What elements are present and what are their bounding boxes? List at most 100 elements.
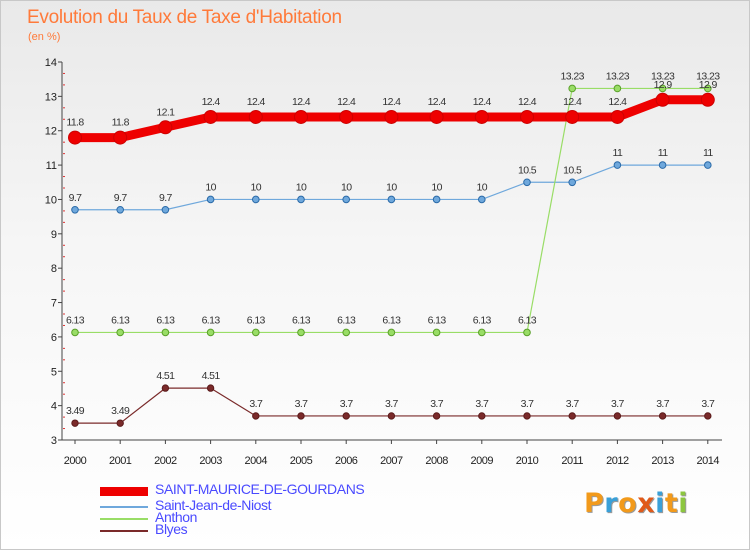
data-point: [248, 109, 263, 124]
data-label: 6.13: [156, 314, 175, 326]
y-tick-label: 13: [45, 91, 57, 103]
y-tick-label: 5: [51, 366, 57, 378]
x-tick-label: 2009: [471, 455, 494, 467]
data-point: [432, 195, 441, 204]
data-label: 3.7: [611, 398, 625, 410]
data-label: 10: [477, 181, 488, 193]
data-point: [342, 412, 350, 420]
data-label: 3.7: [340, 398, 354, 410]
x-tick-label: 2010: [516, 455, 539, 467]
data-point: [478, 412, 486, 420]
data-point: [294, 109, 308, 124]
data-label: 12.4: [382, 96, 401, 108]
data-label: 10: [205, 181, 216, 193]
data-point: [568, 178, 577, 187]
data-point: [523, 412, 531, 420]
data-label: 6.13: [473, 314, 492, 326]
data-label: 12.4: [608, 96, 627, 108]
data-label: 10.5: [518, 164, 537, 176]
data-point: [523, 328, 531, 337]
data-label: 6.13: [66, 314, 85, 326]
data-label: 10: [341, 181, 352, 193]
data-label: 12.4: [292, 96, 311, 108]
data-label: 9.7: [159, 192, 173, 204]
data-label: 3.49: [111, 405, 130, 417]
data-label: 12.4: [247, 96, 266, 108]
data-point: [203, 109, 218, 124]
legend-swatch: [100, 518, 148, 520]
data-point: [613, 412, 622, 420]
legend-label: SAINT-MAURICE-DE-GOURDANS: [155, 481, 365, 497]
data-point: [520, 109, 534, 124]
data-point: [161, 328, 170, 337]
data-label: 12.1: [156, 106, 175, 118]
data-label: 12.4: [518, 96, 537, 108]
data-point: [387, 328, 396, 337]
x-tick-label: 2008: [425, 455, 448, 467]
data-label: 6.13: [111, 314, 130, 326]
data-label: 6.13: [518, 314, 537, 326]
data-label: 13.23: [651, 70, 675, 82]
data-point: [658, 161, 667, 169]
data-label: 11.8: [112, 117, 130, 129]
data-point: [613, 161, 622, 169]
y-tick-label: 14: [45, 57, 57, 69]
data-label: 3.7: [430, 398, 444, 410]
data-point: [565, 109, 580, 124]
data-point: [432, 412, 441, 420]
data-point: [339, 109, 354, 124]
data-point: [71, 328, 79, 337]
data-label: 13.23: [696, 70, 720, 82]
data-label: 6.13: [428, 314, 447, 326]
data-point: [116, 328, 124, 337]
data-label: 11.8: [66, 117, 84, 129]
y-tick-label: 11: [46, 160, 57, 172]
x-tick-label: 2004: [245, 455, 268, 467]
data-label: 3.7: [521, 398, 535, 410]
data-point: [116, 419, 124, 427]
data-label: 12.9: [699, 79, 718, 91]
data-label: 3.7: [385, 398, 399, 410]
chart-subtitle: (en %): [28, 31, 61, 43]
data-point: [342, 195, 351, 204]
data-label: 12.4: [202, 96, 221, 108]
x-tick-label: 2014: [697, 455, 720, 467]
data-label: 3.7: [475, 398, 489, 410]
data-label: 3.7: [566, 398, 580, 410]
data-point: [658, 412, 667, 420]
data-label: 9.7: [114, 192, 128, 204]
x-tick-label: 2001: [109, 455, 132, 467]
y-tick-label: 3: [51, 435, 57, 447]
data-label: 11: [613, 147, 623, 159]
legend-label: Anthon: [155, 509, 197, 525]
y-tick-label: 4: [51, 401, 57, 413]
data-label: 11: [658, 147, 668, 159]
data-point: [297, 328, 305, 337]
y-tick-label: 7: [51, 298, 57, 310]
data-point: [387, 412, 396, 420]
x-tick-label: 2006: [335, 455, 358, 467]
data-label: 10: [251, 181, 262, 193]
data-point: [342, 328, 351, 337]
data-point: [161, 205, 170, 214]
data-point: [68, 130, 82, 145]
data-label: 10: [386, 181, 397, 193]
data-point: [474, 109, 489, 124]
x-tick-label: 2005: [290, 455, 313, 467]
legend-swatch: [100, 530, 148, 532]
legend-swatch: [100, 506, 148, 508]
data-point: [704, 161, 712, 169]
data-point: [252, 412, 260, 420]
data-label: 12.4: [473, 96, 492, 108]
data-point: [161, 384, 170, 392]
data-label: 6.13: [337, 314, 356, 326]
data-label: 12.4: [428, 96, 447, 108]
data-point: [206, 328, 215, 337]
data-point: [432, 328, 441, 337]
data-label: 3.7: [656, 398, 670, 410]
data-point: [252, 328, 260, 337]
data-point: [71, 419, 79, 427]
data-point: [655, 92, 670, 107]
data-label: 4.51: [202, 370, 221, 382]
